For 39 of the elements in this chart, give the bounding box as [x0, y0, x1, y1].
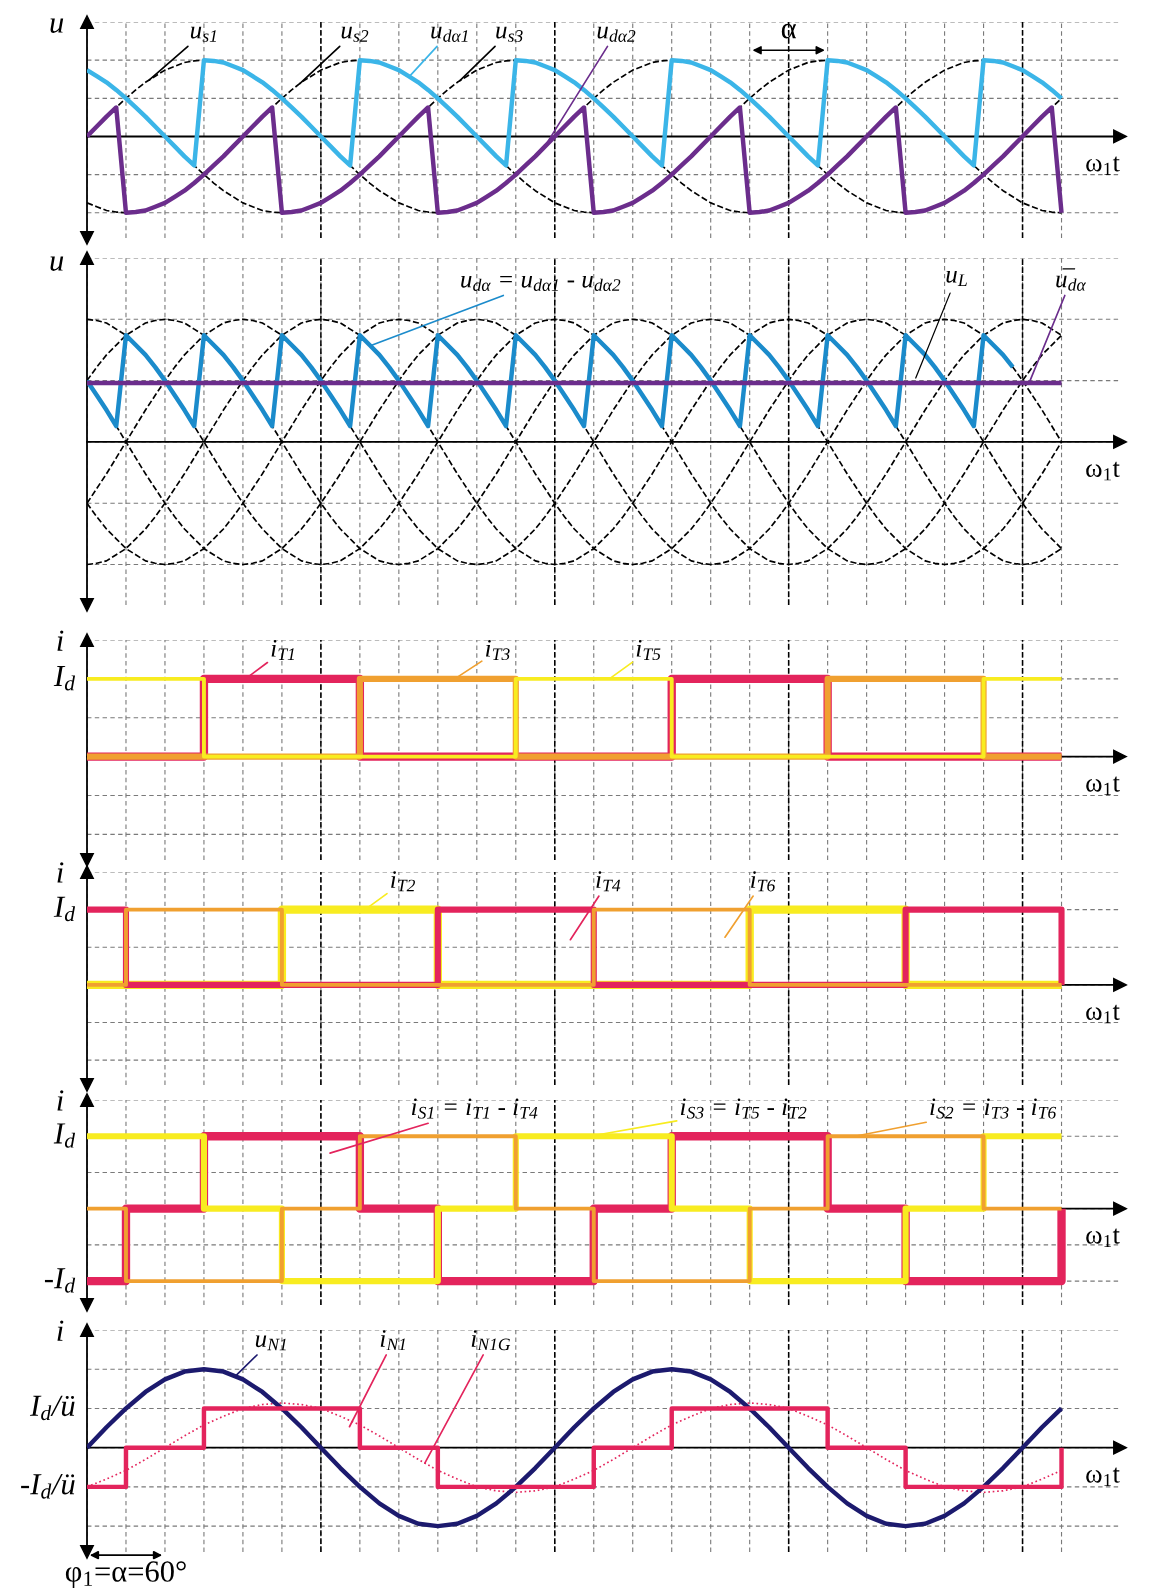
series-label: i$_{T2}$: [391, 871, 415, 892]
text: i$_{S1}$ = i$_{T1}$ - i$_{T4}$: [411, 1098, 538, 1119]
text: α: [781, 23, 796, 39]
y-axis-title: i: [57, 1090, 64, 1111]
series-label: u$_{s2}$: [341, 26, 369, 42]
y-axis-title: i: [57, 862, 64, 883]
text: I$_{d}$: [53, 896, 76, 922]
x-axis-title: ω$_{1}$t: [1086, 776, 1120, 796]
series-label: i$_{T6}$: [751, 871, 776, 892]
text: i$_{N1}$: [380, 1330, 406, 1351]
series-label: i$_{T4}$: [596, 871, 621, 892]
series-label: i$_{T3}$: [486, 639, 510, 661]
series-label: u$_{s3}$: [496, 26, 523, 42]
text: u̅$_{dα}$: [1056, 268, 1086, 291]
x-axis-title: ω$_{1}$t: [1086, 1228, 1120, 1248]
text: u$_{L}$: [946, 270, 967, 286]
text: u$_{dα2}$: [597, 26, 636, 42]
text: u$_{dα}$ = u$_{dα1}$ - u$_{dα2}$: [461, 275, 621, 291]
series-label: u$_{s1}$: [190, 26, 217, 42]
y-axis-title: u: [50, 18, 64, 33]
series-label: i$_{S3}$ = i$_{T5}$ - i$_{T2}$: [680, 1098, 807, 1119]
text: -I$_{d}$/ü: [21, 1474, 75, 1499]
series-label: u$_{N1}$: [255, 1335, 286, 1351]
text: -I$_{d}$: [44, 1268, 76, 1293]
text: I$_{d}$: [53, 1123, 76, 1148]
series-label: i$_{T5}$: [636, 639, 661, 661]
x-axis-title: ω$_{1}$t: [1086, 461, 1120, 481]
x-axis-title: ω$_{1}$t: [1086, 1004, 1120, 1024]
series-label: u$_{dα1}$: [431, 26, 468, 42]
text: φ$_{1}$=α=60°: [65, 1561, 186, 1589]
text: I$_{d}$: [53, 666, 76, 691]
y-axis-title: i: [57, 630, 64, 651]
y-axis-title: u: [50, 256, 64, 271]
x-axis-title: ω$_{1}$t: [1086, 1467, 1120, 1487]
x-axis-title: ω$_{1}$t: [1086, 156, 1120, 175]
series-label: i$_{T1}$: [271, 639, 294, 660]
text: i$_{N1G}$: [471, 1330, 511, 1351]
text: I$_{d}$/ü: [29, 1395, 75, 1421]
y-axis-title: i: [57, 1320, 64, 1341]
